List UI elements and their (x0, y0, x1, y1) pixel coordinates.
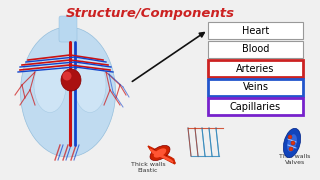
Ellipse shape (62, 71, 71, 80)
Text: Veins: Veins (243, 82, 268, 93)
Ellipse shape (20, 27, 116, 157)
Ellipse shape (74, 57, 106, 112)
Text: Arteries: Arteries (236, 64, 275, 73)
Ellipse shape (61, 69, 81, 91)
Ellipse shape (34, 57, 66, 112)
Circle shape (291, 141, 295, 145)
Ellipse shape (287, 134, 297, 152)
Text: Thick walls
Elastic: Thick walls Elastic (131, 162, 165, 173)
Text: Structure/Components: Structure/Components (66, 7, 235, 20)
FancyBboxPatch shape (208, 98, 303, 115)
Circle shape (289, 147, 293, 151)
FancyBboxPatch shape (208, 60, 303, 77)
Ellipse shape (150, 145, 170, 161)
Text: Heart: Heart (242, 26, 269, 35)
Polygon shape (148, 146, 175, 164)
Polygon shape (150, 149, 173, 162)
Ellipse shape (154, 148, 166, 158)
Text: Thin walls
Valves: Thin walls Valves (279, 154, 311, 165)
FancyBboxPatch shape (208, 41, 303, 58)
Ellipse shape (283, 128, 301, 158)
Text: Capillaries: Capillaries (230, 102, 281, 111)
FancyBboxPatch shape (208, 79, 303, 96)
FancyBboxPatch shape (59, 16, 77, 42)
Circle shape (288, 135, 292, 139)
FancyBboxPatch shape (208, 22, 303, 39)
Text: Blood: Blood (242, 44, 269, 55)
